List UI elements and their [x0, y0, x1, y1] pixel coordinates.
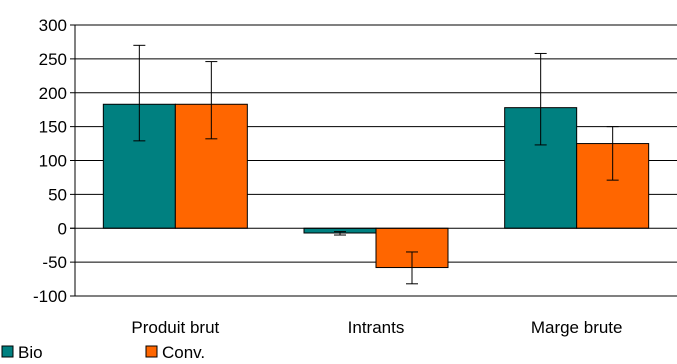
y-tick-label: 250	[39, 50, 67, 69]
y-tick-label: 0	[58, 219, 67, 238]
y-tick-label: 150	[39, 118, 67, 137]
legend-label: Bio	[18, 343, 43, 362]
y-tick-label: 200	[39, 84, 67, 103]
legend-swatch	[145, 345, 158, 358]
legend-label: Conv.	[162, 343, 205, 362]
bars	[102, 103, 650, 269]
y-tick-label: -50	[42, 253, 67, 272]
legend-swatch	[1, 345, 14, 358]
category-label: Produit brut	[131, 318, 219, 337]
y-tick-label: 300	[39, 16, 67, 35]
y-tick-label: -100	[33, 287, 67, 306]
y-ticks: -100 -50 0 50 100 150 200 250 300	[33, 16, 75, 306]
y-tick-label: 100	[39, 152, 67, 171]
category-label: Marge brute	[531, 318, 623, 337]
legend: Bio Conv.	[1, 343, 205, 362]
error-bars	[133, 44, 619, 285]
y-tick-label: 50	[48, 185, 67, 204]
category-labels: Produit brut Intrants Marge brute	[131, 318, 622, 337]
category-label: Intrants	[348, 318, 405, 337]
